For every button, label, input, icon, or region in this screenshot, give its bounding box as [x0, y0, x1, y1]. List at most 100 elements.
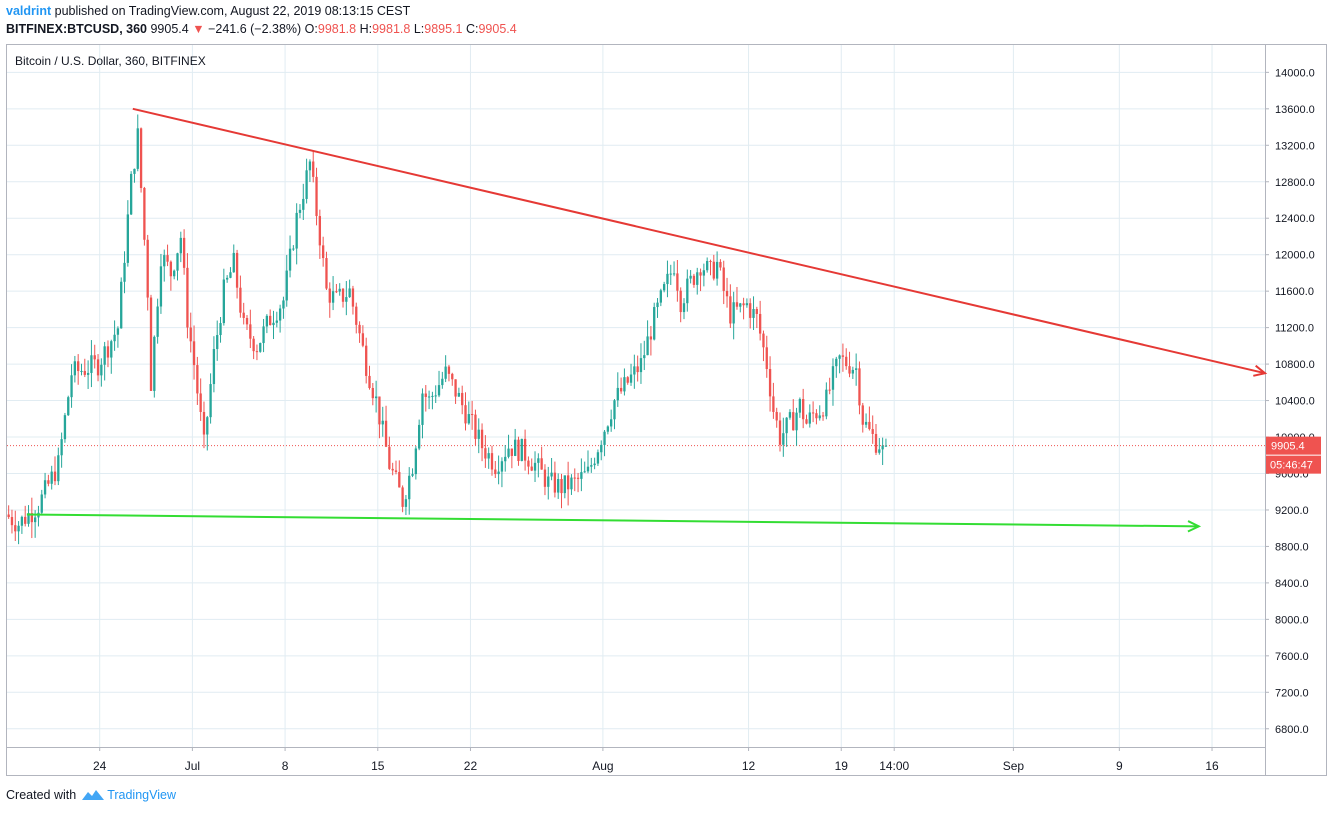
candle-body — [14, 525, 17, 532]
candle-body — [83, 370, 86, 375]
candle-body — [335, 291, 338, 293]
candle-body — [752, 309, 755, 318]
x-tick-label: 15 — [371, 759, 385, 773]
y-tick-label: 13200.0 — [1275, 140, 1315, 152]
candle-body — [447, 366, 451, 374]
x-tick-label: 24 — [93, 759, 107, 773]
candle-body — [749, 303, 752, 318]
candle-body — [192, 341, 196, 366]
candle-body — [278, 308, 282, 321]
candle-body — [798, 399, 802, 413]
candle-body — [573, 477, 576, 479]
candle-body — [610, 419, 613, 427]
candle-body — [57, 455, 60, 482]
candle-body — [272, 322, 275, 326]
candle-body — [265, 315, 269, 327]
candle-body — [444, 366, 447, 379]
down-arrow-icon: ▼ — [192, 22, 205, 36]
candle-body — [679, 290, 682, 313]
x-tick-label: Aug — [592, 759, 613, 773]
candle-body — [404, 499, 408, 507]
candle-body — [457, 392, 461, 397]
candle-body — [838, 355, 841, 359]
author-name[interactable]: valdrint — [6, 4, 52, 18]
candle-body — [434, 395, 437, 397]
candle-body — [566, 475, 570, 490]
close-label: C: — [465, 22, 479, 36]
candle-body — [103, 346, 106, 365]
countdown-tag: 05:46:47 — [1270, 460, 1313, 472]
low-label: L: — [413, 22, 425, 36]
candle-body — [626, 377, 629, 383]
candle-body — [560, 478, 563, 494]
candle-body — [73, 361, 77, 376]
candle-body — [563, 475, 566, 494]
candle-body — [669, 273, 672, 275]
candle-body — [269, 315, 272, 326]
candle-body — [517, 439, 520, 461]
footer: Created with TradingView — [6, 788, 176, 802]
candle-body — [494, 469, 497, 475]
candle-body — [868, 421, 871, 430]
candle-body — [298, 209, 302, 213]
candle-body — [431, 395, 434, 397]
candle-body — [312, 161, 315, 177]
candle-body — [835, 358, 838, 367]
candle-body — [358, 324, 361, 334]
candle-body — [182, 237, 186, 268]
candle-body — [70, 375, 73, 398]
candle-body — [854, 368, 858, 370]
symbol-label: BITFINEX:BTCUSD, 360 — [6, 22, 147, 36]
price-axis[interactable]: 14000.0 13600.0 13200.0 12800.0 12400.0 12000… — [1265, 67, 1315, 736]
candle-body — [225, 277, 229, 280]
candle-body — [408, 475, 411, 500]
candle-body — [318, 216, 322, 246]
y-tick-label: 7200.0 — [1275, 687, 1309, 699]
candle-body — [861, 405, 864, 425]
candles — [7, 114, 888, 545]
candle-body — [451, 373, 454, 380]
candle-body — [504, 456, 507, 462]
time-axis[interactable]: 24 Jul 8 15 22 Aug 12 19 14:00 Sep 9 16 — [93, 747, 1219, 773]
candle-body — [149, 297, 153, 391]
high-label: H: — [359, 22, 373, 36]
tradingview-link[interactable]: TradingView — [107, 788, 176, 802]
candle-body — [487, 453, 490, 459]
candle-body — [321, 245, 325, 259]
candle-body — [60, 439, 63, 456]
candle-body — [123, 262, 126, 282]
price-change: −241.6 (−2.38%) — [208, 22, 302, 36]
candle-body — [86, 372, 90, 375]
candle-body — [464, 405, 467, 424]
candle-body — [427, 396, 431, 398]
candle-body — [477, 429, 480, 439]
candle-body — [871, 429, 874, 434]
candle-body — [633, 366, 636, 375]
candle-body — [689, 275, 692, 279]
open-value: 9981.8 — [317, 22, 357, 36]
candle-body — [739, 303, 742, 307]
candle-body — [586, 466, 590, 472]
low-value: 9895.1 — [424, 22, 463, 36]
candle-body — [719, 261, 722, 268]
candle-body — [216, 335, 219, 350]
candle-body — [881, 445, 884, 450]
candle-body — [758, 313, 762, 334]
candle-body — [735, 302, 739, 307]
candle-body — [222, 279, 225, 324]
candle-body — [775, 411, 778, 421]
candle-body — [176, 253, 179, 271]
candle-body — [381, 420, 384, 425]
candle-body — [355, 306, 358, 325]
candle-body — [120, 281, 123, 329]
candle-body — [636, 366, 639, 373]
candle-body — [864, 421, 868, 425]
chart-title: Bitcoin / U.S. Dollar, 360, BITFINEX — [15, 54, 206, 68]
candle-body — [672, 273, 676, 275]
candle-body — [848, 366, 851, 374]
chart-frame — [6, 44, 1327, 776]
candle-body — [619, 387, 623, 392]
high-value: 9981.8 — [372, 22, 411, 36]
candle-body — [67, 397, 70, 416]
